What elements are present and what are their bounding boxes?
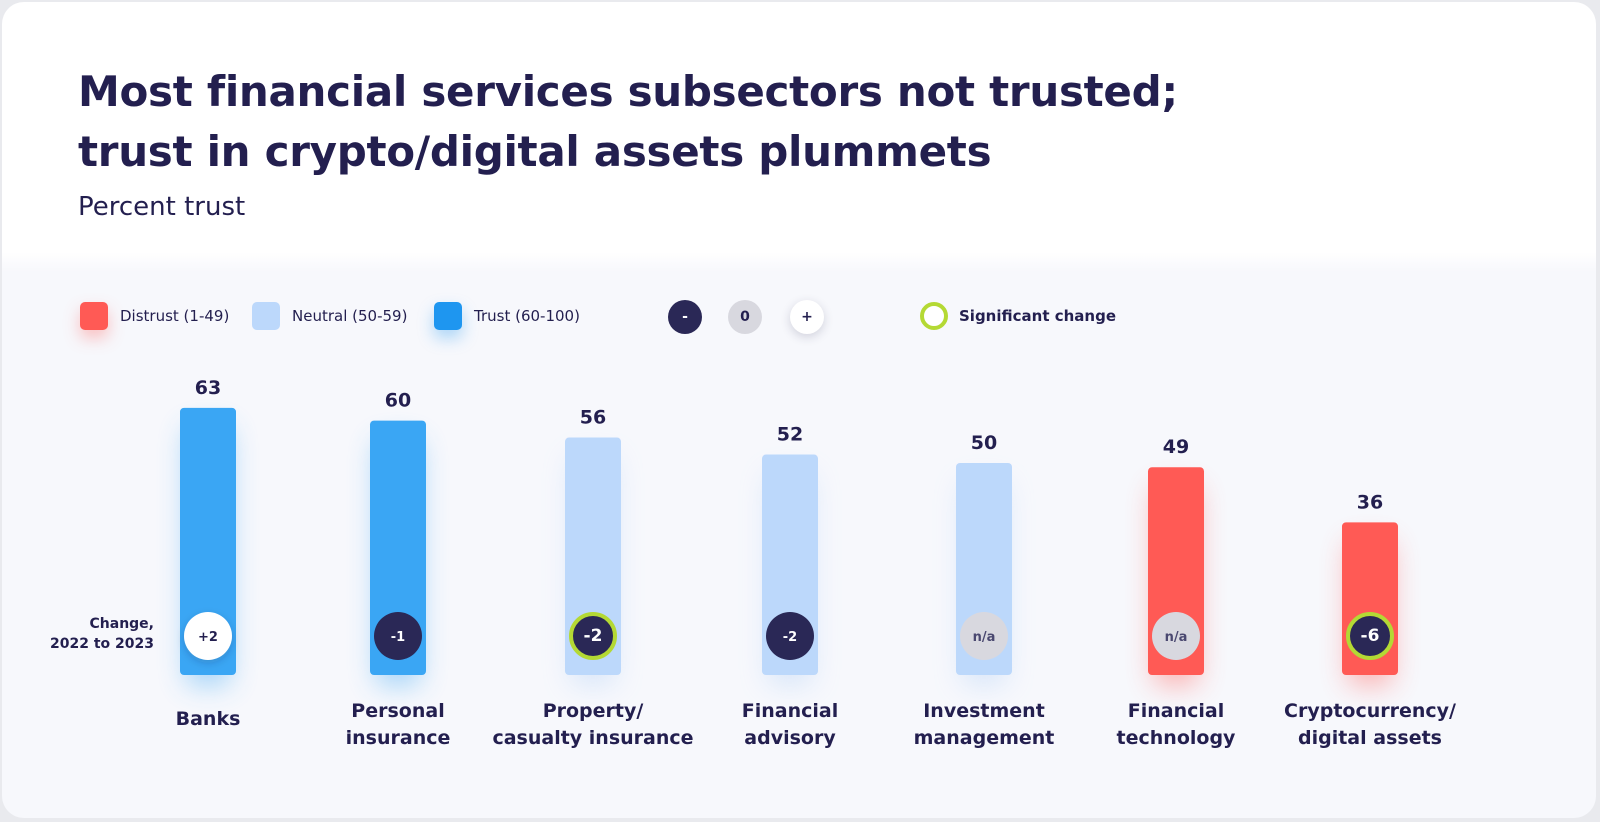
bar-value-label: 50 <box>971 432 997 454</box>
bar-value-label: 56 <box>580 407 606 429</box>
change-label-line-2: 2022 to 2023 <box>50 636 154 652</box>
category-label: advisory <box>744 727 836 749</box>
change-badge-label: -2 <box>584 626 603 646</box>
legend-neutral-swatch <box>252 302 280 330</box>
change-badge <box>184 612 232 660</box>
bar <box>370 420 426 675</box>
change-badge-label: -2 <box>783 630 797 645</box>
category-label: Financial <box>1128 700 1224 722</box>
category-label: casualty insurance <box>492 727 693 749</box>
legend-no-change: 0 <box>728 300 762 334</box>
change-badge-label: n/a <box>1165 630 1188 645</box>
legend-trust: Trust (60-100) <box>434 302 580 330</box>
legend-significant-label: Significant change <box>959 307 1116 325</box>
title-line-2: trust in crypto/digital assets plummets <box>78 127 992 176</box>
change-badge <box>766 612 814 660</box>
category-label: Investment <box>923 700 1045 722</box>
bar-value-label: 52 <box>777 424 803 446</box>
bar-value-label: 36 <box>1357 491 1383 513</box>
significant-change-badge <box>1346 612 1394 660</box>
change-badge-label: -6 <box>1361 626 1380 646</box>
change-label-line-1: Change, <box>89 616 155 632</box>
bar-value-label: 49 <box>1163 436 1189 458</box>
significant-change-badge <box>569 612 617 660</box>
change-badge-label: n/a <box>973 630 996 645</box>
category-label: Cryptocurrency/ <box>1284 700 1456 722</box>
legend-trust-label: Trust (60-100) <box>474 307 580 325</box>
category-label: Financial <box>742 700 838 722</box>
legend-distrust: Distrust (1-49) <box>80 302 229 330</box>
legend-negative-change: - <box>668 300 702 334</box>
category-label: management <box>914 727 1055 749</box>
category-label: Banks <box>176 708 241 730</box>
bar-value-label: 63 <box>195 377 221 399</box>
chart-subtitle: Percent trust <box>78 192 246 222</box>
bar <box>565 437 621 675</box>
chart-title: Most financial services subsectors not t… <box>78 62 1378 182</box>
change-badge-label: +2 <box>198 630 218 645</box>
legend-distrust-swatch <box>80 302 108 330</box>
legend-significant-change: Significant change <box>920 302 1116 330</box>
title-line-1: Most financial services subsectors not t… <box>78 67 1178 116</box>
change-badge-label: -1 <box>391 630 405 645</box>
category-label: technology <box>1117 727 1237 749</box>
bar <box>180 407 236 675</box>
legend-trust-swatch <box>434 302 462 330</box>
legend-neutral-label: Neutral (50-59) <box>292 307 408 325</box>
change-badge <box>960 612 1008 660</box>
category-label: insurance <box>346 727 451 749</box>
legend-distrust-label: Distrust (1-49) <box>120 307 230 325</box>
change-badge <box>1152 612 1200 660</box>
category-label: Personal <box>351 700 444 722</box>
change-badge <box>374 612 422 660</box>
legend-positive-change: + <box>790 300 824 334</box>
legend-neutral: Neutral (50-59) <box>252 302 407 330</box>
significant-ring-icon <box>920 302 948 330</box>
bar-value-label: 60 <box>385 390 411 412</box>
change-axis-label: Change, 2022 to 2023 <box>42 614 154 654</box>
category-label: digital assets <box>1298 727 1442 749</box>
category-label: Property/ <box>543 700 644 722</box>
